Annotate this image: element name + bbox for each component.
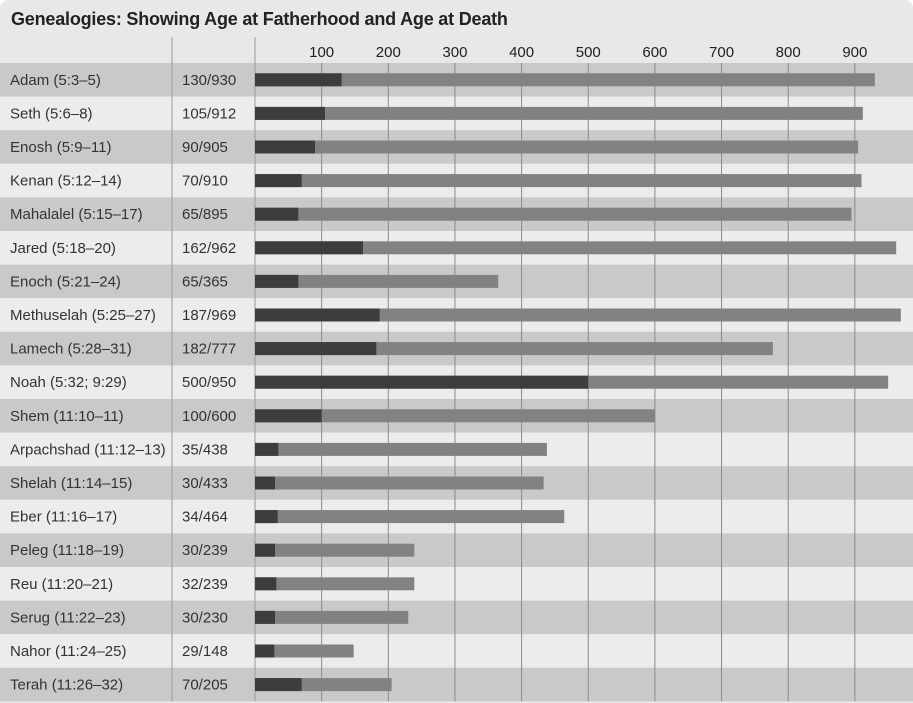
row-name-label: Kenan (5:12–14) <box>10 173 122 190</box>
x-tick-label: 500 <box>576 44 601 61</box>
row-value-label: 34/464 <box>182 509 228 526</box>
row-name-label: Enosh (5:9–11) <box>10 139 111 156</box>
age-at-death-bar <box>255 174 862 188</box>
row-value-label: 65/365 <box>182 273 228 290</box>
row-value-label: 30/433 <box>182 475 228 492</box>
age-at-death-bar <box>255 610 409 624</box>
age-at-death-bar <box>255 106 863 120</box>
row-value-label: 182/777 <box>182 341 236 358</box>
age-at-fatherhood-bar <box>255 140 315 154</box>
age-at-fatherhood-bar <box>255 308 380 322</box>
row-value-label: 32/239 <box>182 576 228 593</box>
row-value-label: 130/930 <box>182 72 236 89</box>
age-at-death-bar <box>255 342 773 356</box>
age-at-death-bar <box>255 510 565 524</box>
age-at-death-bar <box>255 442 547 456</box>
age-at-fatherhood-bar <box>255 73 342 87</box>
x-tick-label: 400 <box>509 44 534 61</box>
row-value-label: 30/239 <box>182 542 228 559</box>
row-name-label: Methuselah (5:25–27) <box>10 307 156 324</box>
age-at-fatherhood-bar <box>255 678 302 692</box>
row-value-label: 70/205 <box>182 677 228 694</box>
age-at-death-bar <box>255 476 544 490</box>
x-tick-label: 800 <box>776 44 801 61</box>
age-at-fatherhood-bar <box>255 342 377 356</box>
row-name-label: Reu (11:20–21) <box>10 576 113 593</box>
row-value-label: 500/950 <box>182 374 236 391</box>
row-value-label: 30/230 <box>182 609 228 626</box>
x-tick-label: 200 <box>376 44 401 61</box>
age-at-fatherhood-bar <box>255 644 275 658</box>
row-value-label: 187/969 <box>182 307 236 324</box>
row-background <box>0 600 913 635</box>
chart-title: Genealogies: Showing Age at Fatherhood a… <box>11 9 508 29</box>
row-value-label: 105/912 <box>182 105 236 122</box>
row-name-label: Mahalalel (5:15–17) <box>10 206 143 223</box>
row-value-label: 29/148 <box>182 643 228 660</box>
age-at-death-bar <box>255 274 499 288</box>
row-name-label: Lamech (5:28–31) <box>10 341 132 358</box>
row-name-label: Serug (11:22–23) <box>10 609 126 626</box>
row-name-label: Terah (11:26–32) <box>10 677 123 694</box>
row-background <box>0 634 913 668</box>
age-at-fatherhood-bar <box>255 241 363 255</box>
row-name-label: Eber (11:16–17) <box>10 509 117 526</box>
row-background <box>0 533 913 567</box>
x-tick-label: 100 <box>309 44 334 61</box>
row-value-label: 90/905 <box>182 139 228 156</box>
age-at-death-bar <box>255 308 901 322</box>
age-at-fatherhood-bar <box>255 476 275 490</box>
age-at-death-bar <box>255 140 859 154</box>
row-name-label: Peleg (11:18–19) <box>10 542 124 559</box>
row-background <box>0 667 913 702</box>
row-value-label: 70/910 <box>182 173 228 190</box>
age-at-death-bar <box>255 644 354 658</box>
age-at-fatherhood-bar <box>255 442 279 456</box>
age-at-fatherhood-bar <box>255 543 275 557</box>
age-at-fatherhood-bar <box>255 207 299 221</box>
row-name-label: Seth (5:6–8) <box>10 105 93 122</box>
x-tick-label: 900 <box>842 44 867 61</box>
age-at-death-bar <box>255 241 897 255</box>
row-name-label: Arpachshad (11:12–13) <box>10 441 166 458</box>
age-at-death-bar <box>255 73 875 87</box>
row-value-label: 100/600 <box>182 408 236 425</box>
age-at-death-bar <box>255 409 655 423</box>
age-at-death-bar <box>255 543 415 557</box>
row-name-label: Noah (5:32; 9:29) <box>10 374 127 391</box>
age-at-fatherhood-bar <box>255 106 325 120</box>
x-tick-label: 300 <box>442 44 467 61</box>
row-name-label: Shem (11:10–11) <box>10 408 124 425</box>
x-tick-label: 700 <box>709 44 734 61</box>
age-at-fatherhood-bar <box>255 510 278 524</box>
row-background <box>0 567 913 601</box>
row-name-label: Enoch (5:21–24) <box>10 273 121 290</box>
x-tick-label: 600 <box>642 44 667 61</box>
age-at-death-bar <box>255 207 852 221</box>
row-name-label: Jared (5:18–20) <box>10 240 116 257</box>
age-at-death-bar <box>255 577 415 591</box>
age-at-fatherhood-bar <box>255 577 277 591</box>
row-value-label: 35/438 <box>182 441 228 458</box>
age-at-fatherhood-bar <box>255 274 299 288</box>
row-name-label: Shelah (11:14–15) <box>10 475 132 492</box>
row-name-label: Adam (5:3–5) <box>10 72 101 89</box>
row-value-label: 162/962 <box>182 240 236 257</box>
age-at-fatherhood-bar <box>255 174 302 188</box>
age-at-fatherhood-bar <box>255 409 322 423</box>
row-value-label: 65/895 <box>182 206 228 223</box>
age-at-fatherhood-bar <box>255 375 589 389</box>
row-name-label: Nahor (11:24–25) <box>10 643 126 660</box>
age-at-fatherhood-bar <box>255 610 275 624</box>
